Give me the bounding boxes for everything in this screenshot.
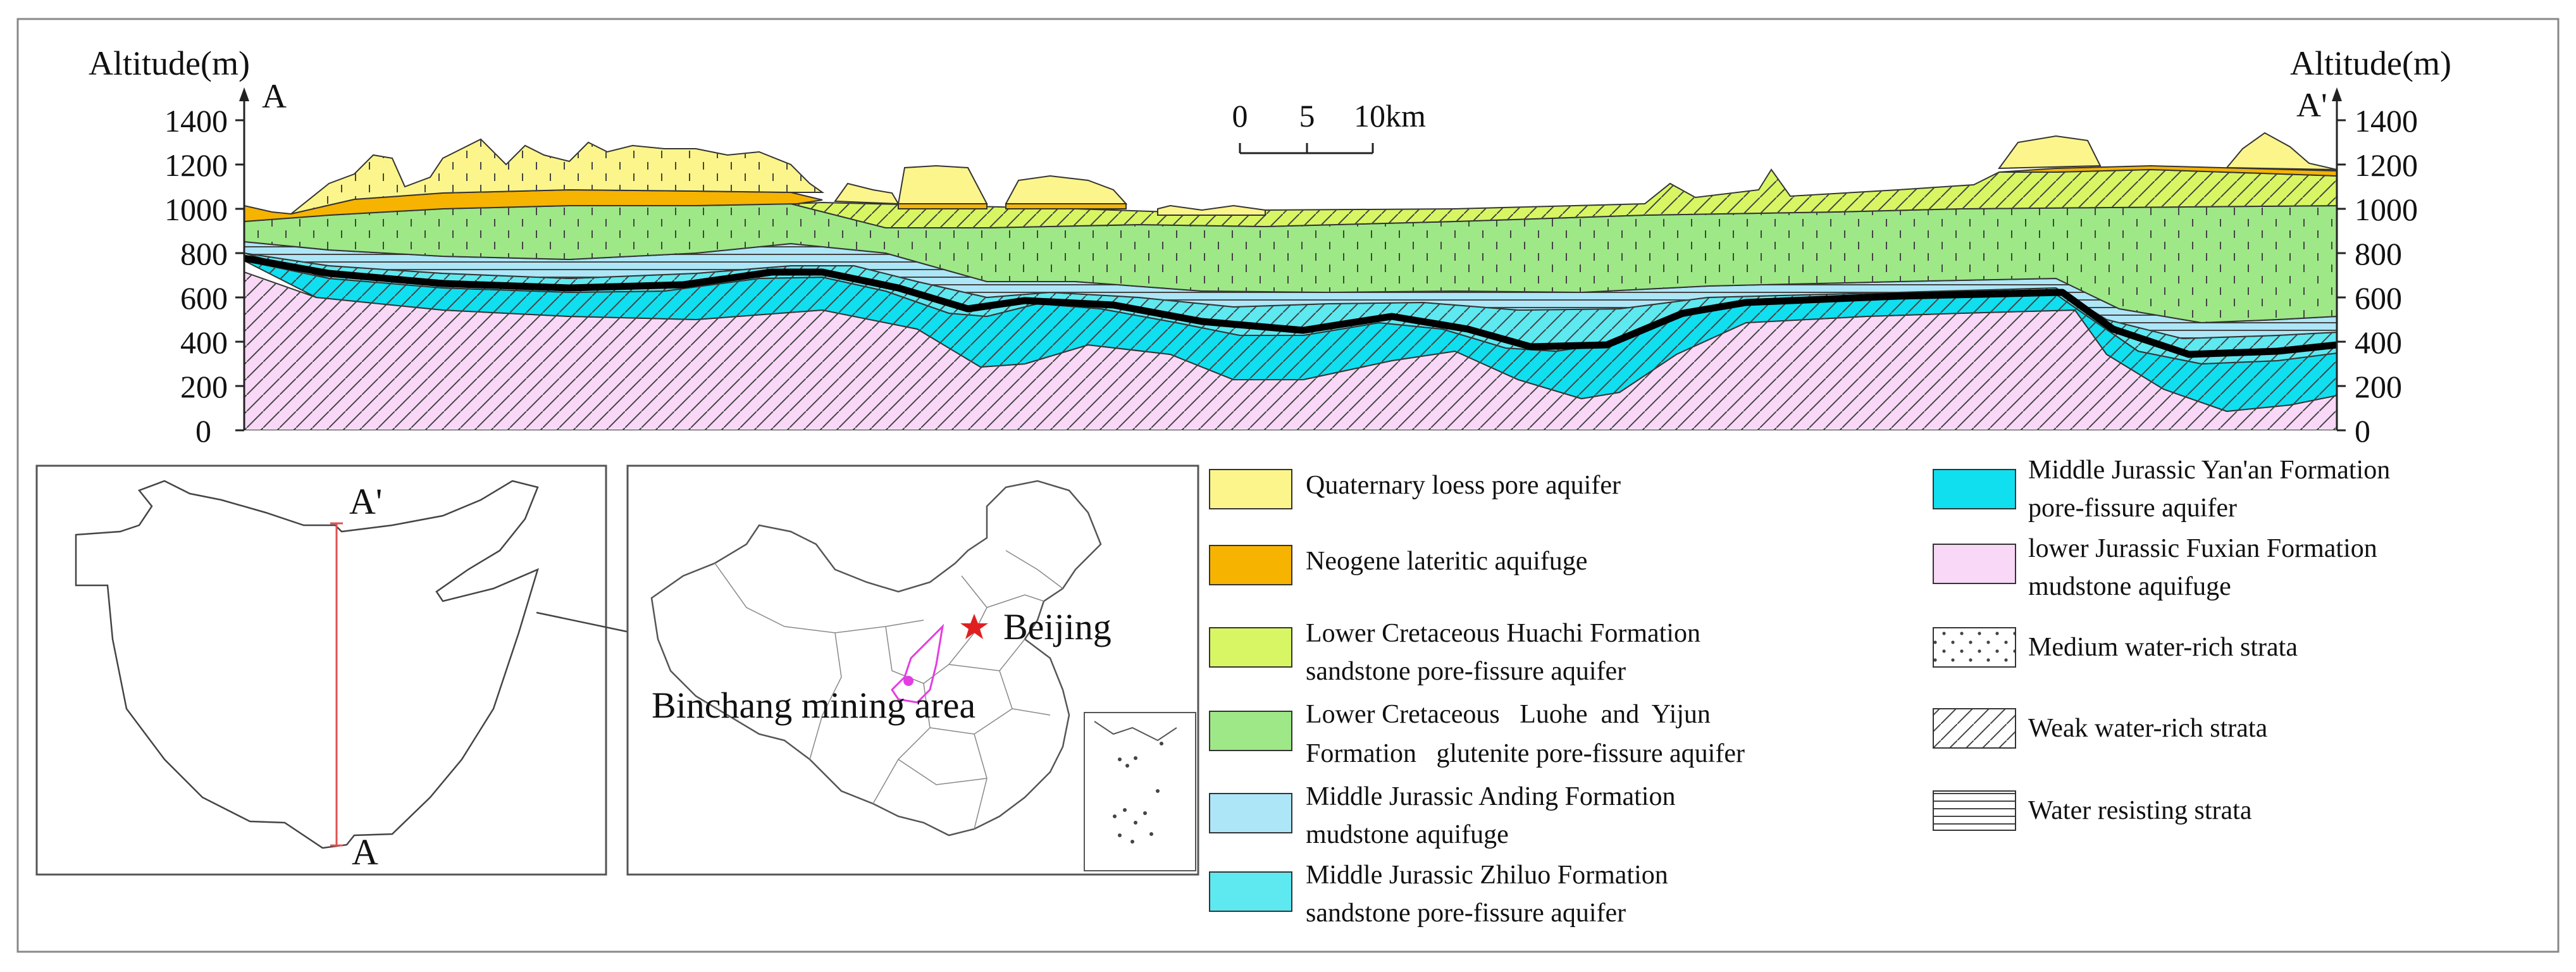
legend-item-water-resisting: Water resisting strata: [1933, 790, 2252, 831]
legend-item-weak-water-rich: Weak water-rich strata: [1933, 708, 2268, 749]
svg-text:sandstone pore-fissure aquifer: sandstone pore-fissure aquifer: [1306, 657, 1626, 686]
coal-seam: [244, 254, 2337, 358]
left-tick-800: 800: [180, 236, 228, 271]
scale-bar: 0 5 10km: [1232, 98, 1426, 154]
layer-quaternary-b: [834, 132, 2337, 216]
left-tick-1400: 1400: [164, 103, 228, 139]
legend-item-neogene: Neogene lateritic aquifuge: [1209, 545, 1587, 585]
scale-label-5: 5: [1299, 98, 1315, 134]
layer-zhiluo-hatch: [244, 253, 2337, 364]
legend-item-fuxian: lower Jurassic Fuxian Formation mudstone…: [1933, 534, 2377, 601]
right-axis-title: Altitude(m): [2290, 44, 2451, 82]
binchang-marker: [903, 676, 913, 686]
layer-quaternary-dash: [291, 139, 822, 214]
legend-item-medium-water-rich: Medium water-rich strata: [1933, 627, 2298, 668]
right-axis-arrow: [2332, 87, 2342, 101]
inset-label-a-prime: A': [349, 481, 382, 522]
left-tick-400: 400: [180, 325, 228, 360]
layer-fuxian-hatch: [244, 272, 2337, 430]
shaanxi-province: [891, 623, 944, 704]
svg-text:Water resisting strata: Water resisting strata: [2028, 796, 2252, 825]
beijing-label: Beijing: [1003, 606, 1112, 647]
left-axis-title: Altitude(m): [89, 44, 250, 82]
figure-frame: [16, 18, 2560, 953]
svg-text:mudstone aquifuge: mudstone aquifuge: [1306, 820, 1509, 849]
left-tick-200: 200: [180, 369, 228, 404]
svg-text:sandstone pore-fissure aquifer: sandstone pore-fissure aquifer: [1306, 899, 1626, 928]
south-china-sea-islands: [1113, 742, 1163, 844]
right-tick-1400: 1400: [2355, 103, 2418, 139]
right-ticks: [2337, 119, 2346, 432]
legend-item-anding: Middle Jurassic Anding Formation mudston…: [1209, 782, 1675, 849]
svg-text:mudstone aquifuge: mudstone aquifuge: [2028, 572, 2231, 601]
right-tick-200: 200: [2355, 369, 2402, 404]
svg-text:Quaternary loess pore aquifer: Quaternary loess pore aquifer: [1306, 471, 1621, 500]
legend: Quaternary loess pore aquifer Neogene la…: [1209, 456, 2390, 928]
south-china-sea-inset: [1084, 712, 1196, 871]
svg-text:Medium water-rich strata: Medium water-rich strata: [2028, 633, 2298, 662]
scale-label-10km: 10km: [1354, 98, 1426, 134]
legend-item-quaternary: Quaternary loess pore aquifer: [1209, 469, 1621, 509]
right-tick-1000: 1000: [2355, 192, 2418, 227]
svg-text:Lower Cretaceous Huachi Format: Lower Cretaceous Huachi Formation: [1306, 619, 1700, 648]
svg-text:Middle Jurassic Anding Formati: Middle Jurassic Anding Formation: [1306, 782, 1675, 811]
beijing-star-icon: [960, 614, 988, 639]
right-tick-600: 600: [2355, 280, 2402, 316]
right-tick-800: 800: [2355, 236, 2402, 271]
left-tick-1000: 1000: [164, 192, 228, 227]
right-tick-400: 400: [2355, 325, 2402, 360]
svg-text:Middle Jurassic Yan'an Formati: Middle Jurassic Yan'an Formation: [2028, 456, 2390, 485]
layer-anding-lines: [244, 242, 2337, 339]
layer-luohe-dash: [244, 204, 2337, 323]
svg-text:lower Jurassic Fuxian Formatio: lower Jurassic Fuxian Formation: [2028, 534, 2377, 563]
svg-text:Lower Cretaceous Luohe and: Lower Cretaceous Luohe and Yijun: [1306, 700, 1711, 729]
inset-section-map: A' A: [35, 464, 888, 876]
left-ticks: [235, 119, 244, 432]
right-tick-1200: 1200: [2355, 147, 2418, 183]
binchang-label: Binchang mining area: [652, 685, 975, 726]
legend-item-yanan: Middle Jurassic Yan'an Formation pore-fi…: [1933, 456, 2390, 523]
mining-area-outline: [75, 480, 539, 849]
svg-text:Weak water-rich strata: Weak water-rich strata: [2028, 714, 2268, 743]
left-tick-1200: 1200: [164, 147, 228, 183]
svg-text:Middle Jurassic Zhiluo Formati: Middle Jurassic Zhiluo Formation: [1306, 861, 1668, 890]
svg-text:Neogene lateritic aquifuge: Neogene lateritic aquifuge: [1306, 547, 1587, 576]
china-provinces: [714, 550, 1063, 830]
svg-text:pore-fissure aquifer: pore-fissure aquifer: [2028, 494, 2237, 523]
china-outline: [650, 480, 1102, 837]
section-point-a-prime: A': [2296, 86, 2327, 124]
legend-item-luohe-yijun: Lower Cretaceous Luohe and Yijun Formati…: [1209, 700, 1745, 768]
legend-item-huachi: Lower Cretaceous Huachi Formation sandst…: [1209, 619, 1700, 686]
left-tick-0: 0: [195, 413, 211, 449]
section-point-a: A: [262, 77, 287, 115]
inset-china-map: Beijing Binchang mining area: [626, 464, 1199, 876]
legend-item-zhiluo: Middle Jurassic Zhiluo Formation sandsto…: [1209, 861, 1668, 928]
inset-label-a: A: [352, 832, 378, 873]
cross-section: 0 200 400 600 800 1000 1200 1400 0 200 4…: [89, 44, 2451, 449]
left-tick-600: 600: [180, 280, 228, 316]
scale-label-0: 0: [1232, 98, 1248, 134]
right-tick-0: 0: [2355, 413, 2370, 449]
left-axis-arrow: [239, 87, 249, 101]
svg-text:Formation glutenite pore-fis: Formation glutenite pore-fissure aquifer: [1306, 739, 1745, 768]
